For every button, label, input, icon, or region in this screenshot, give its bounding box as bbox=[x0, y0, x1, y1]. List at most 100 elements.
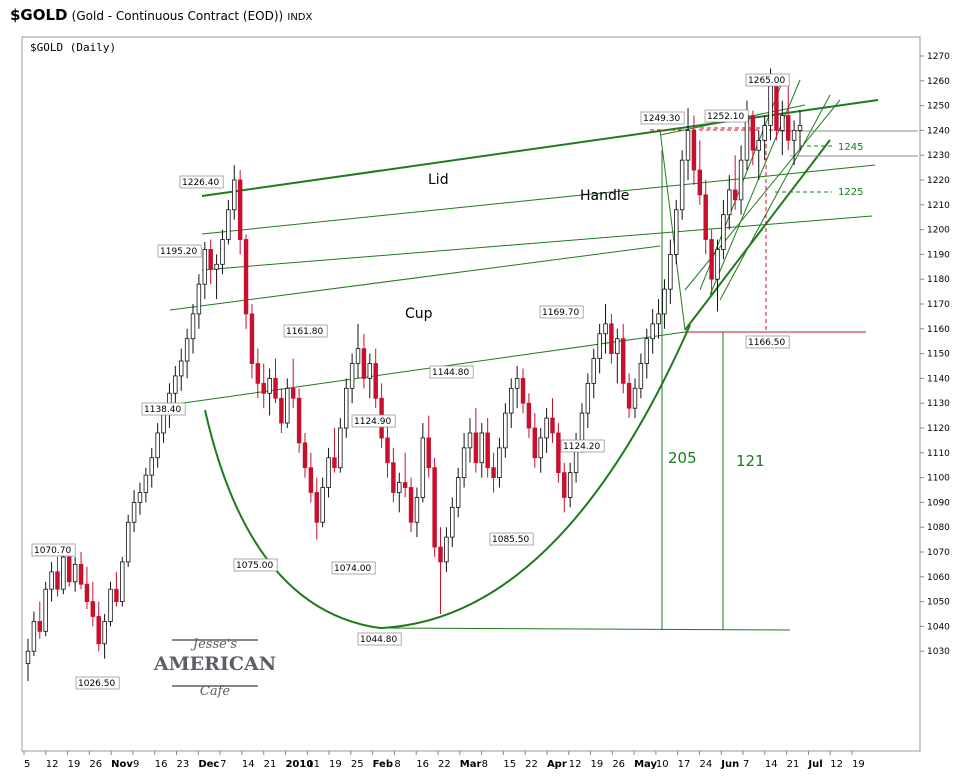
price-label-box bbox=[351, 414, 396, 428]
candle-body bbox=[467, 432, 473, 449]
candle-body bbox=[367, 363, 373, 379]
base-line bbox=[377, 627, 791, 631]
candle-body bbox=[479, 432, 484, 464]
candle-body bbox=[344, 387, 349, 429]
candle-body bbox=[131, 501, 137, 523]
x-tick-label: 15 bbox=[503, 759, 516, 770]
price-label-box bbox=[745, 335, 790, 349]
candle-body bbox=[567, 472, 573, 498]
symbol-label: $GOLD bbox=[10, 6, 68, 24]
y-tick-label: 1200 bbox=[927, 226, 950, 236]
candle-body bbox=[78, 564, 84, 585]
logo-line-2: AMERICAN bbox=[153, 653, 276, 675]
candle-body bbox=[320, 487, 325, 523]
candle-body bbox=[49, 571, 54, 590]
candle-body bbox=[226, 209, 231, 240]
price-label-box bbox=[704, 109, 749, 123]
candle-body bbox=[674, 209, 679, 255]
x-tick-label: 8 bbox=[482, 759, 488, 770]
candle-body bbox=[632, 387, 638, 409]
y-tick-label: 1060 bbox=[927, 573, 950, 583]
x-tick-label: Mar bbox=[460, 759, 482, 770]
x-tick-label: May bbox=[634, 759, 657, 770]
candle-body bbox=[662, 288, 667, 315]
candle-body bbox=[326, 457, 331, 488]
price-label-box bbox=[141, 402, 186, 416]
y-tick-label: 1170 bbox=[927, 300, 950, 310]
candle-body bbox=[332, 457, 337, 469]
x-tick-label: 19 bbox=[591, 759, 604, 770]
x-tick-label: 2010 bbox=[285, 759, 313, 770]
annotation-cup: Cup bbox=[405, 306, 433, 322]
lid-parallel-1 bbox=[201, 164, 876, 235]
candle-body bbox=[455, 477, 461, 508]
candle-body bbox=[143, 474, 149, 493]
candle-body bbox=[408, 487, 414, 523]
y-tick-label: 1160 bbox=[927, 325, 950, 335]
candle-body bbox=[591, 358, 596, 384]
candle-body bbox=[703, 194, 708, 240]
candle-body bbox=[638, 363, 644, 389]
candle-body bbox=[785, 115, 791, 141]
candle-body bbox=[290, 387, 296, 399]
price-label: 1249.30 bbox=[643, 114, 680, 124]
x-tick-label: 22 bbox=[438, 759, 451, 770]
x-tick-label: 7 bbox=[743, 759, 749, 770]
candle-body bbox=[261, 382, 266, 394]
price-label: 1226.40 bbox=[182, 178, 219, 188]
price-label-box bbox=[157, 244, 202, 258]
x-tick-label: 26 bbox=[89, 759, 102, 770]
candle-body bbox=[55, 571, 60, 590]
candle-body bbox=[774, 85, 779, 131]
candle-body bbox=[302, 442, 308, 469]
y-tick-label: 1150 bbox=[927, 350, 950, 360]
candle-body bbox=[149, 457, 154, 476]
price-label: 1075.00 bbox=[236, 561, 273, 571]
candle-body bbox=[155, 432, 160, 459]
price-label-box bbox=[331, 561, 376, 575]
candle-body bbox=[503, 412, 508, 449]
price-label: 1265.00 bbox=[748, 76, 785, 86]
candle-body bbox=[532, 427, 538, 459]
candle-body bbox=[355, 348, 361, 364]
candle-body bbox=[738, 159, 744, 201]
x-tick-label: 23 bbox=[177, 759, 190, 770]
candle-body bbox=[25, 650, 31, 665]
price-label: 1044.80 bbox=[360, 635, 397, 645]
annotation-1225: 1225 bbox=[838, 187, 863, 198]
price-label-box bbox=[539, 305, 584, 319]
handle-channel-lower bbox=[684, 139, 831, 331]
logo-line-3: Cafe bbox=[200, 684, 231, 699]
candle-body bbox=[444, 536, 449, 563]
x-tick-label: 19 bbox=[68, 759, 81, 770]
candle-body bbox=[67, 556, 72, 583]
annotation-1245: 1245 bbox=[838, 142, 863, 153]
candle-body bbox=[43, 588, 48, 632]
candle-body bbox=[84, 583, 90, 602]
candle-body bbox=[756, 139, 761, 151]
candle-body bbox=[762, 125, 767, 141]
candle-body bbox=[609, 323, 614, 354]
price-label-box bbox=[429, 365, 474, 379]
candle-body bbox=[420, 437, 426, 498]
candle-body bbox=[426, 437, 431, 469]
x-tick-label: 16 bbox=[155, 759, 168, 770]
price-label: 1166.50 bbox=[748, 338, 785, 348]
candle-body bbox=[220, 239, 225, 265]
y-tick-label: 1180 bbox=[927, 275, 950, 285]
candle-body bbox=[432, 467, 437, 548]
x-tick-label: 22 bbox=[525, 759, 538, 770]
y-tick-label: 1080 bbox=[927, 523, 950, 533]
candle-body bbox=[538, 437, 543, 459]
candle-body bbox=[349, 363, 355, 389]
lid-parallel-3 bbox=[169, 245, 661, 311]
lid-line bbox=[201, 99, 879, 197]
candle-body bbox=[102, 621, 107, 645]
candle-body bbox=[385, 437, 390, 464]
candle-body bbox=[108, 588, 113, 622]
candle-body bbox=[184, 338, 190, 362]
cup-rim-line bbox=[147, 331, 686, 409]
y-tick-label: 1090 bbox=[927, 498, 950, 508]
candle-body bbox=[603, 323, 608, 335]
